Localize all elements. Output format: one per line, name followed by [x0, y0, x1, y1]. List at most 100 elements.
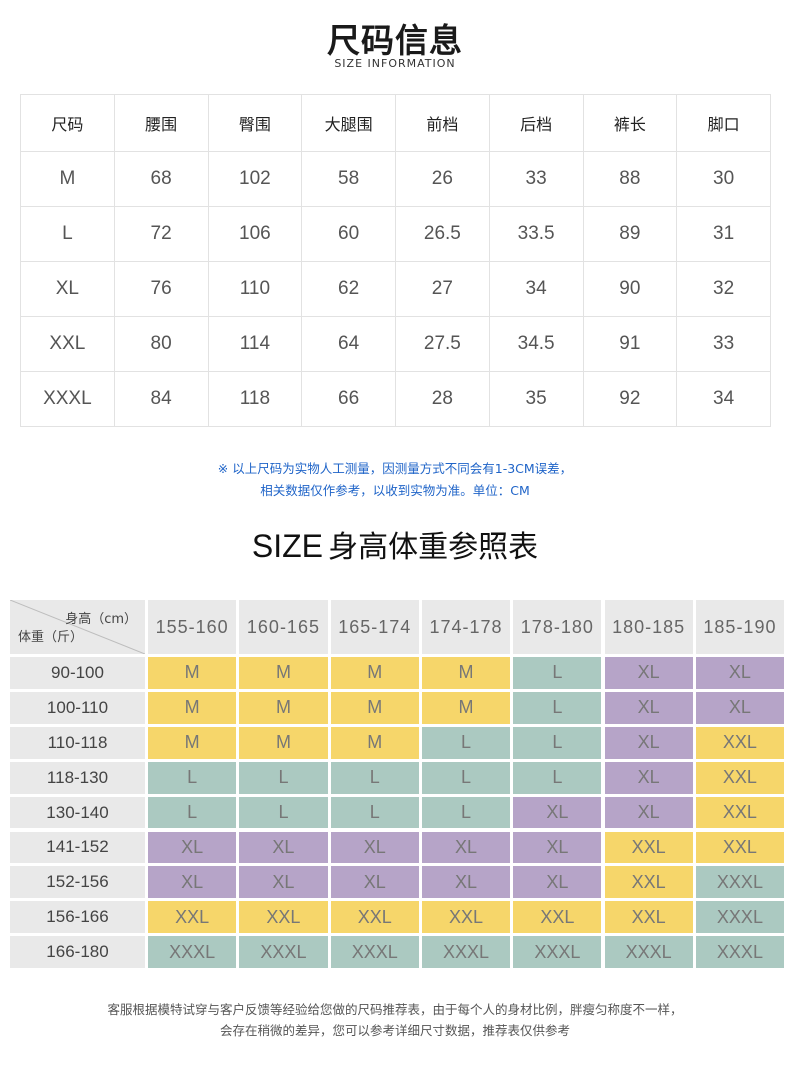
size-recommendation-cell: M	[239, 691, 328, 724]
measurement-cell: 110	[207, 261, 303, 317]
size-recommendation-cell: XL	[604, 657, 693, 689]
measurement-cell: 32	[676, 261, 771, 317]
size-recommendation-cell: L	[239, 796, 328, 829]
measurement-cell: 60	[301, 206, 396, 262]
measurement-cell: 72	[113, 206, 209, 262]
measurement-cell: 91	[582, 316, 678, 372]
height-header: 160-165	[239, 600, 328, 654]
weight-label: 110-118	[10, 726, 145, 759]
size-recommendation-cell: XL	[239, 866, 328, 899]
size-recommendation-cell: XL	[239, 831, 328, 864]
size-table: 尺码 腰围 臀围 大腿围 前档 后档 裤长 脚口 M 68 102 58 26 33 88 30 L 72 106 6…	[20, 94, 771, 427]
size-recommendation-cell: XXXL	[604, 936, 693, 969]
size-recommendation-cell: XL	[330, 866, 419, 899]
size-recommendation-cell: XL	[695, 691, 785, 724]
size-recommendation-cell: L	[148, 761, 237, 794]
measurement-cell: 76	[113, 261, 209, 317]
size-recommendation-cell: XXXL	[330, 936, 419, 969]
weight-label: 130-140	[10, 796, 145, 829]
column-header: 脚口	[676, 94, 771, 152]
corner-weight-label: 体重（斤）	[18, 630, 84, 645]
measurement-cell: 80	[113, 316, 209, 372]
weight-label: 118-130	[10, 761, 145, 794]
size-recommendation-cell: M	[239, 726, 328, 759]
size-recommendation-cell: XL	[421, 866, 511, 899]
column-header: 裤长	[582, 94, 678, 152]
column-header: 腰围	[113, 94, 209, 152]
measurement-cell: 27	[395, 261, 490, 317]
size-label-cell: XXL	[20, 316, 115, 372]
measurement-cell: 64	[301, 316, 396, 372]
size-recommendation-cell: XXXL	[239, 936, 328, 969]
measurement-cell: 26.5	[395, 206, 490, 262]
size-label-cell: L	[20, 206, 115, 262]
size-recommendation-cell: M	[421, 691, 511, 724]
size-recommendation-cell: L	[239, 761, 328, 794]
size-recommendation-cell: L	[421, 726, 511, 759]
measurement-cell: 33.5	[488, 206, 584, 262]
size-recommendation-cell: XXXL	[148, 936, 237, 969]
table-row: XL 76 110 62 27 34 90 32	[20, 261, 771, 317]
footer-note-line2: 会存在稍微的差异，您可以参考详细尺寸数据，推荐表仅供参考	[219, 1023, 570, 1038]
size-recommendation-cell: M	[239, 657, 328, 689]
weight-label: 141-152	[10, 831, 145, 864]
measurement-cell: 31	[676, 206, 771, 262]
footer-note-line1: 客服根据模特试穿与客户反馈等经验给您做的尺码推荐表，由于每个人的身材比例，胖瘦匀…	[107, 1002, 683, 1017]
size-recommendation-cell: M	[330, 657, 419, 689]
page-header: 尺码信息	[0, 14, 790, 62]
size-recommendation-cell: M	[330, 691, 419, 724]
reference-title-cn: 身高体重参照表	[328, 530, 539, 565]
size-recommendation-cell: L	[148, 796, 237, 829]
size-recommendation-cell: XXL	[695, 796, 785, 829]
measurement-cell: 88	[582, 151, 678, 207]
measurement-cell: 68	[113, 151, 209, 207]
size-recommendation-cell: L	[330, 761, 419, 794]
measurement-note-line1: ※ 以上尺码为实物人工测量，因测量方式不同会有1-3CM误差，	[217, 461, 573, 476]
size-recommendation-cell: L	[330, 796, 419, 829]
measurement-cell: 30	[676, 151, 771, 207]
page-subtitle: SIZE INFORMATION	[334, 57, 456, 70]
table-row: XXXL 84 118 66 28 35 92 34	[20, 371, 771, 427]
measurement-cell: 58	[301, 151, 396, 207]
measurement-cell: 89	[582, 206, 678, 262]
size-recommendation-cell: XL	[604, 761, 693, 794]
size-recommendation-cell: L	[513, 761, 602, 794]
measurement-cell: 106	[207, 206, 303, 262]
weight-label: 156-166	[10, 901, 145, 934]
size-recommendation-cell: XL	[513, 866, 602, 899]
weight-label: 100-110	[10, 691, 145, 724]
measurement-note-line2: 相关数据仅作参考，以收到实物为准。单位：CM	[260, 483, 530, 498]
height-header: 165-174	[330, 600, 419, 654]
size-recommendation-cell: XL	[148, 831, 237, 864]
size-recommendation-cell: XL	[513, 796, 602, 829]
size-recommendation-cell: XXL	[604, 866, 693, 899]
measurement-cell: 26	[395, 151, 490, 207]
reference-title-en: SIZE	[251, 528, 324, 564]
size-recommendation-cell: M	[148, 657, 237, 689]
corner-height-label: 身高（cm）	[65, 612, 137, 627]
size-recommendation-cell: L	[513, 726, 602, 759]
measurement-cell: 92	[582, 371, 678, 427]
height-header: 180-185	[604, 600, 693, 654]
size-recommendation-cell: XXL	[695, 726, 785, 759]
measurement-cell: 84	[113, 371, 209, 427]
size-recommendation-cell: XXL	[695, 831, 785, 864]
size-recommendation-cell: XXL	[604, 901, 693, 934]
measurement-cell: 62	[301, 261, 396, 317]
height-header: 178-180	[513, 600, 602, 654]
size-recommendation-cell: XL	[330, 831, 419, 864]
column-header: 前档	[395, 94, 490, 152]
weight-label: 166-180	[10, 936, 145, 969]
measurement-cell: 33	[488, 151, 584, 207]
table-row: M 68 102 58 26 33 88 30	[20, 151, 771, 207]
size-label-cell: M	[20, 151, 115, 207]
size-recommendation-cell: XL	[148, 866, 237, 899]
measurement-cell: 34.5	[488, 316, 584, 372]
size-recommendation-cell: XXL	[148, 901, 237, 934]
height-header: 174-178	[421, 600, 511, 654]
size-recommendation-cell: XXL	[513, 901, 602, 934]
measurement-cell: 66	[301, 371, 396, 427]
measurement-cell: 28	[395, 371, 490, 427]
grid-corner: 身高（cm） 体重（斤）	[10, 600, 145, 654]
size-recommendation-cell: XXXL	[695, 901, 785, 934]
